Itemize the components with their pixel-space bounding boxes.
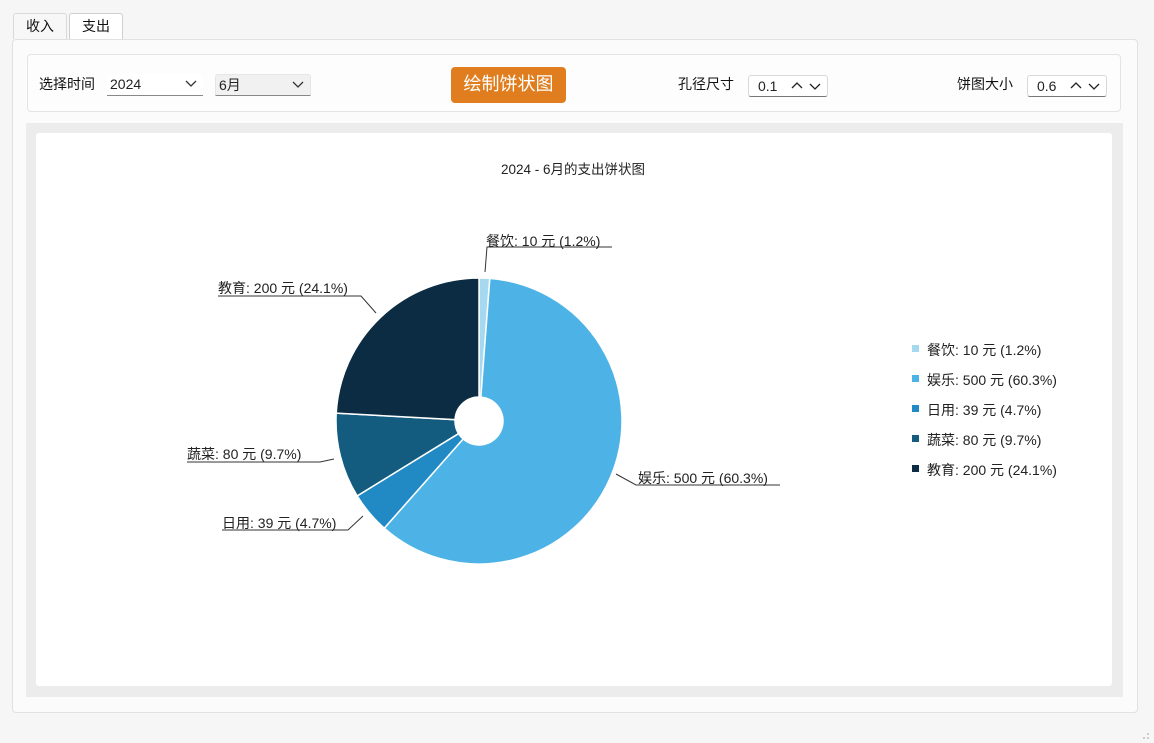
chart-title: 2024 - 6月的支出饼状图: [501, 162, 645, 177]
slice-label: 餐饮: 10 元 (1.2%): [486, 233, 600, 249]
legend-item-蔬菜[interactable]: 蔬菜: 80 元 (9.7%): [927, 432, 1041, 448]
chevron-up-icon: [1070, 82, 1082, 89]
legend-swatch: [912, 345, 919, 352]
leader-line: [222, 515, 364, 531]
slice-label: 教育: 200 元 (24.1%): [218, 280, 348, 296]
legend-swatch: [912, 435, 919, 442]
tab-income[interactable]: 收入: [13, 13, 67, 39]
legend-item-餐饮[interactable]: 餐饮: 10 元 (1.2%): [927, 342, 1041, 358]
legend-swatch: [912, 405, 919, 412]
toolbar: 选择时间 2024 6月 绘制饼状图 孔径尺寸 0.1: [27, 54, 1121, 112]
slice-label: 蔬菜: 80 元 (9.7%): [187, 446, 301, 462]
resize-grip-icon[interactable]: [1142, 732, 1150, 740]
leader-line: [187, 458, 335, 463]
pie-size-value: 0.6: [1037, 78, 1057, 94]
expense-panel: 选择时间 2024 6月 绘制饼状图 孔径尺寸 0.1: [12, 39, 1138, 713]
legend-swatch: [912, 465, 919, 472]
pie-size-spinbox[interactable]: 0.6: [1027, 75, 1107, 97]
tab-expense[interactable]: 支出: [69, 13, 123, 39]
leader-line: [484, 246, 612, 273]
tab-bar: 收入 支出: [13, 13, 125, 39]
slice-label: 日用: 39 元 (4.7%): [222, 515, 336, 531]
year-select-value: 2024: [110, 76, 142, 92]
month-select-value: 6月: [219, 77, 241, 93]
month-select[interactable]: 6月: [215, 74, 311, 96]
chevron-down-icon: [1088, 83, 1100, 90]
legend-item-日用[interactable]: 日用: 39 元 (4.7%): [927, 402, 1041, 418]
legend-swatch: [912, 375, 919, 382]
pie-slice-教育[interactable]: [335, 277, 480, 421]
leader-line: [615, 473, 780, 486]
hole-size-spinbox[interactable]: 0.1: [748, 75, 828, 97]
year-select[interactable]: 2024: [107, 74, 203, 96]
draw-pie-button[interactable]: 绘制饼状图: [451, 67, 566, 103]
legend-item-娱乐[interactable]: 娱乐: 500 元 (60.3%): [927, 372, 1057, 388]
spin-arrows[interactable]: [789, 76, 823, 102]
time-label: 选择时间: [39, 76, 95, 92]
pie-size-label: 饼图大小: [957, 76, 1013, 92]
leader-line: [218, 295, 377, 314]
pie-slice-蔬菜[interactable]: [335, 412, 460, 497]
chevron-down-icon: [292, 75, 304, 102]
chart-frame: 2024 - 6月的支出饼状图 餐饮: 10 元 (1.2%) 娱乐: 500 元…: [26, 123, 1123, 697]
hole-size-value: 0.1: [758, 78, 778, 94]
pie-slice-娱乐[interactable]: [383, 277, 623, 565]
chart-card: 2024 - 6月的支出饼状图 餐饮: 10 元 (1.2%) 娱乐: 500 元…: [36, 133, 1112, 686]
hole-size-label: 孔径尺寸: [678, 76, 734, 92]
chevron-down-icon: [185, 74, 197, 101]
slice-label: 娱乐: 500 元 (60.3%): [638, 470, 768, 486]
legend-item-教育[interactable]: 教育: 200 元 (24.1%): [927, 462, 1057, 478]
chevron-up-icon: [791, 82, 803, 89]
pie-chart: 2024 - 6月的支出饼状图 餐饮: 10 元 (1.2%) 娱乐: 500 元…: [187, 162, 1057, 565]
spin-arrows[interactable]: [1068, 76, 1102, 102]
chevron-down-icon: [809, 83, 821, 90]
